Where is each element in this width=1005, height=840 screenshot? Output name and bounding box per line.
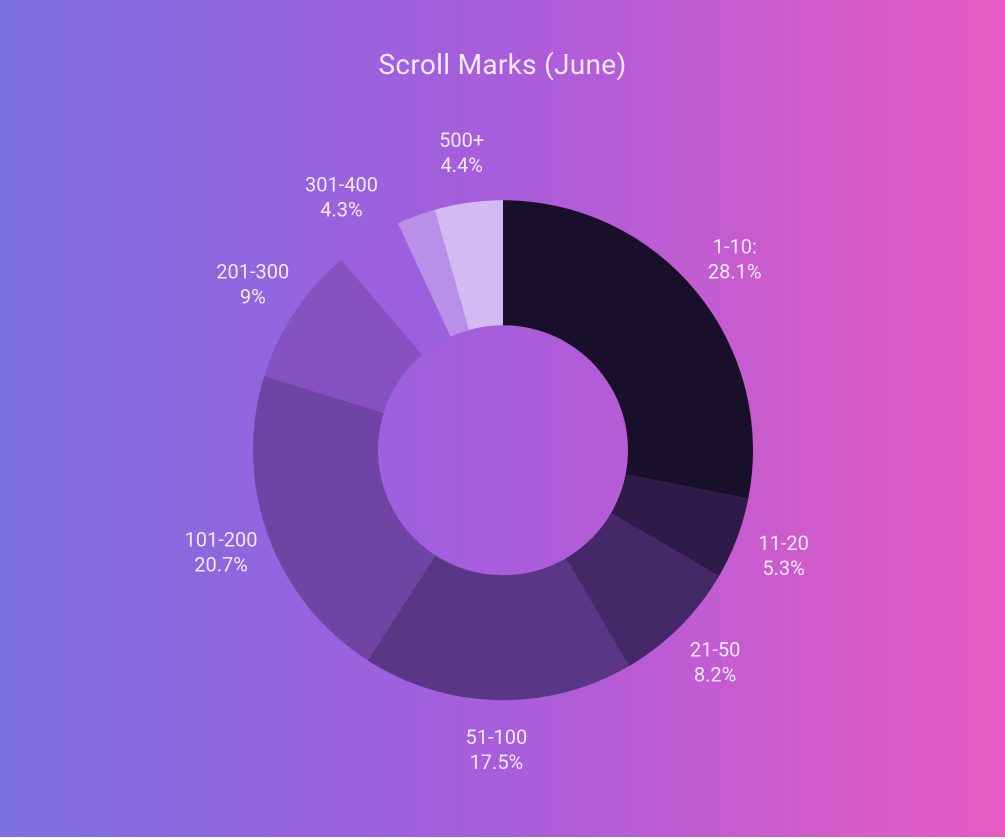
slice-label: 500+4.4% [439,128,484,177]
slice-label: 11-205.3% [758,531,809,580]
slice-label: 51-10017.5% [465,725,527,774]
slice-label: 101-20020.7% [184,527,257,576]
slice-label: 201-3009% [216,259,289,308]
slice-label: 21-508.2% [689,637,740,686]
donut-chart: 1-10:28.1% 11-205.3% 21-508.2% 51-10017.5% 1… [113,60,893,840]
slice-label: 1-10:28.1% [707,234,761,283]
chart-canvas: Scroll Marks (June) 1-10:28.1%11-205.3%2… [0,0,1005,837]
slice-label: 301-4004.3% [304,172,377,221]
donut-chart-wrap: 1-10:28.1% 11-205.3% 21-508.2% 51-10017.5% 1… [113,60,893,840]
